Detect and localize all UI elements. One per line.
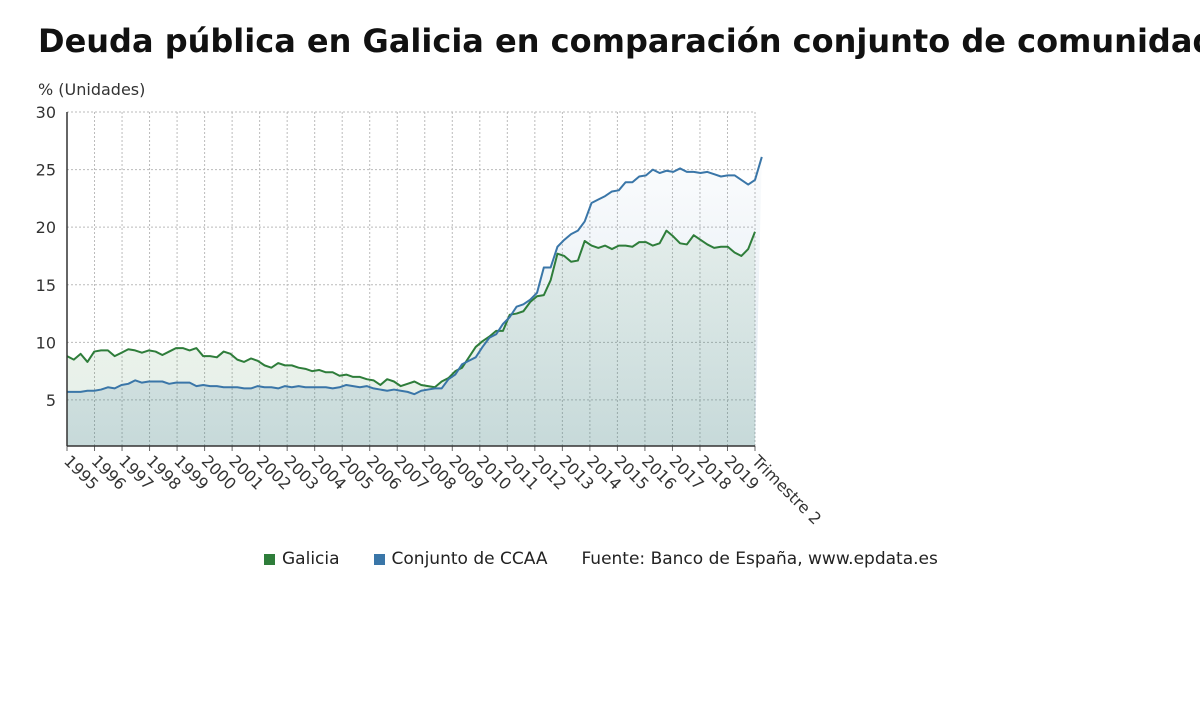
y-tick-label: 20	[36, 218, 56, 237]
legend-label-galicia: Galicia	[282, 549, 340, 569]
legend-swatch-ccaa	[373, 553, 385, 565]
y-axis-label: % (Unidades)	[38, 80, 146, 99]
y-tick-label: 25	[36, 161, 56, 180]
y-tick-label: 5	[46, 391, 56, 410]
legend-swatch-galicia	[264, 553, 275, 565]
y-tick-label: 10	[36, 333, 56, 352]
legend-item-galicia[interactable]: Galicia	[264, 549, 340, 569]
chart-title: Deuda pública en Galicia en comparación …	[38, 22, 1200, 60]
legend-item-ccaa[interactable]: Conjunto de CCAA	[373, 549, 548, 569]
area-galicia	[67, 230, 755, 446]
source-note: Fuente: Banco de España, www.epdata.es	[581, 549, 938, 569]
y-tick-label: 30	[36, 103, 56, 122]
y-tick-label: 15	[36, 276, 56, 295]
legend: Galicia Conjunto de CCAA Fuente: Banco d…	[264, 549, 938, 569]
x-tick-label: Trimestre 2	[747, 451, 825, 529]
legend-label-ccaa: Conjunto de CCAA	[391, 549, 548, 569]
series-line-galicia[interactable]	[66, 229, 756, 389]
series-line-ccaa[interactable]	[67, 156, 763, 396]
